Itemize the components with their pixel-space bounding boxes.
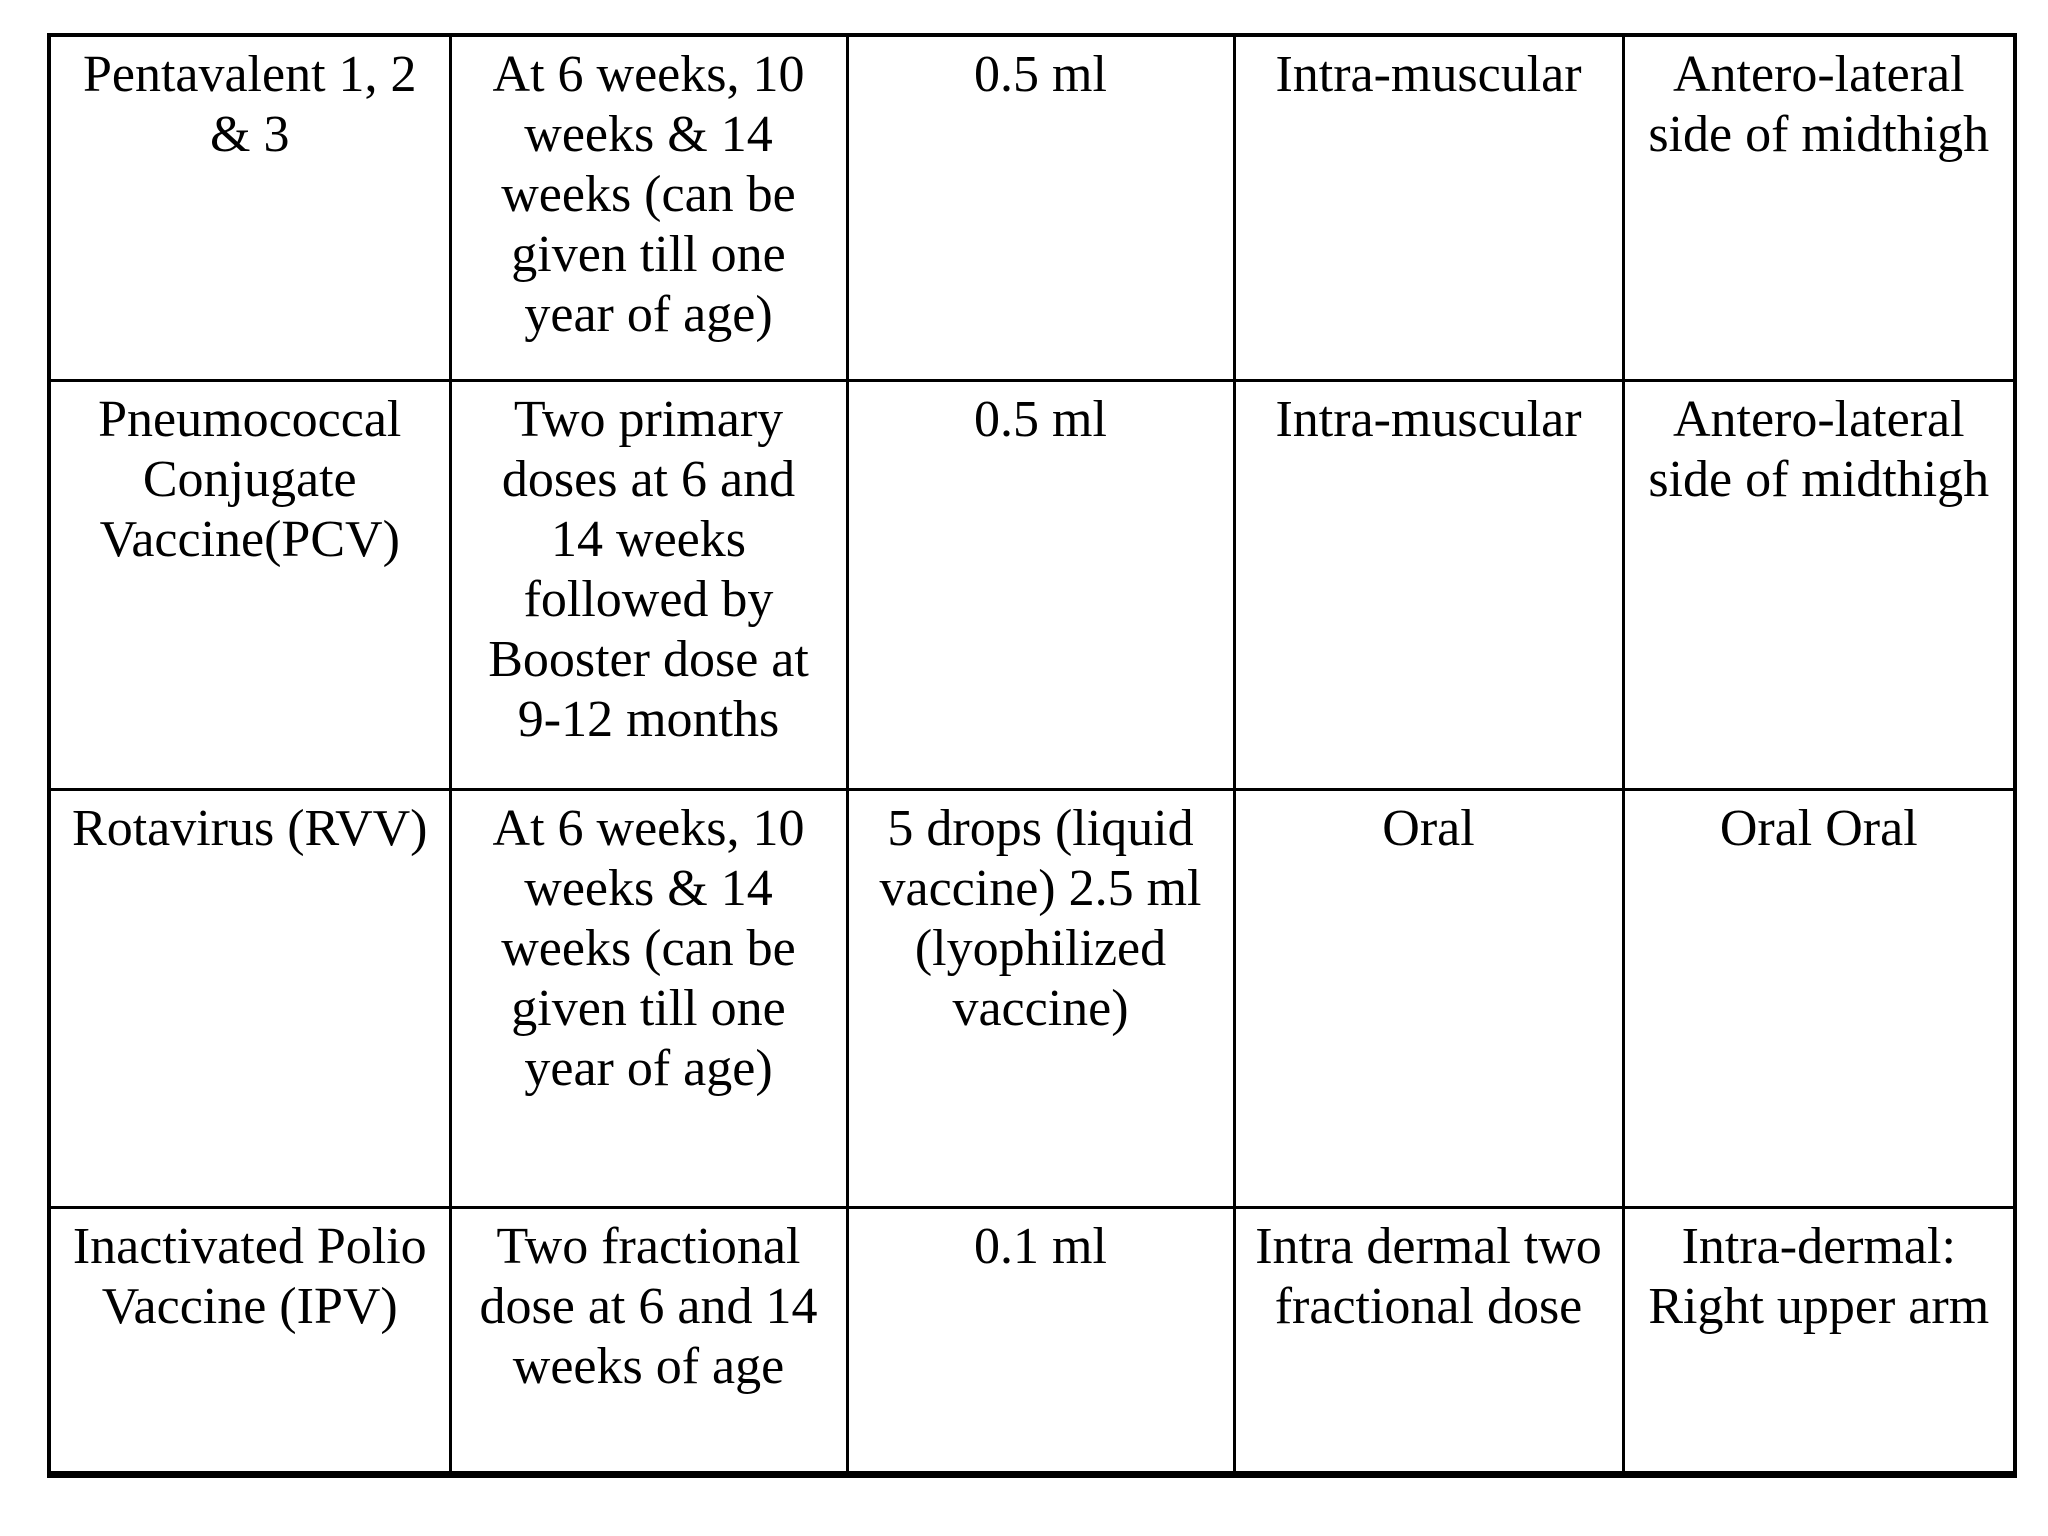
cell-vaccine-name: Pentavalent 1, 2 & 3 — [47, 33, 452, 382]
cell-vaccine-name: Inactivated Polio Vaccine (IPV) — [47, 1205, 452, 1476]
vaccine-schedule-table: Pentavalent 1, 2 & 3 At 6 weeks, 10 week… — [47, 33, 2017, 1478]
table-row: Inactivated Polio Vaccine (IPV) Two frac… — [47, 1205, 2017, 1476]
cell-route: Oral — [1232, 787, 1625, 1209]
table-row: Pneumococcal Conjugate Vaccine(PCV) Two … — [47, 378, 2017, 791]
cell-schedule: At 6 weeks, 10 weeks & 14 weeks (can be … — [448, 787, 849, 1209]
cell-schedule: At 6 weeks, 10 weeks & 14 weeks (can be … — [448, 33, 849, 382]
cell-dose: 0.5 ml — [845, 378, 1236, 791]
cell-dose: 0.5 ml — [845, 33, 1236, 382]
table-row: Rotavirus (RVV) At 6 weeks, 10 weeks & 1… — [47, 787, 2017, 1209]
cell-dose: 0.1 ml — [845, 1205, 1236, 1476]
cell-vaccine-name: Pneumococcal Conjugate Vaccine(PCV) — [47, 378, 452, 791]
cell-site: Antero-lateral side of midthigh — [1621, 378, 2017, 791]
cell-site: Oral Oral — [1621, 787, 2017, 1209]
cell-site: Antero-lateral side of midthigh — [1621, 33, 2017, 382]
cell-dose: 5 drops (liquid vaccine) 2.5 ml (lyophil… — [845, 787, 1236, 1209]
cell-route: Intra-muscular — [1232, 33, 1625, 382]
cell-site: Intra-dermal: Right upper arm — [1621, 1205, 2017, 1476]
cell-route: Intra-muscular — [1232, 378, 1625, 791]
cell-schedule: Two fractional dose at 6 and 14 weeks of… — [448, 1205, 849, 1476]
cell-schedule: Two primary doses at 6 and 14 weeks foll… — [448, 378, 849, 791]
cell-route: Intra dermal two fractional dose — [1232, 1205, 1625, 1476]
table-row: Pentavalent 1, 2 & 3 At 6 weeks, 10 week… — [47, 33, 2017, 382]
cell-vaccine-name: Rotavirus (RVV) — [47, 787, 452, 1209]
